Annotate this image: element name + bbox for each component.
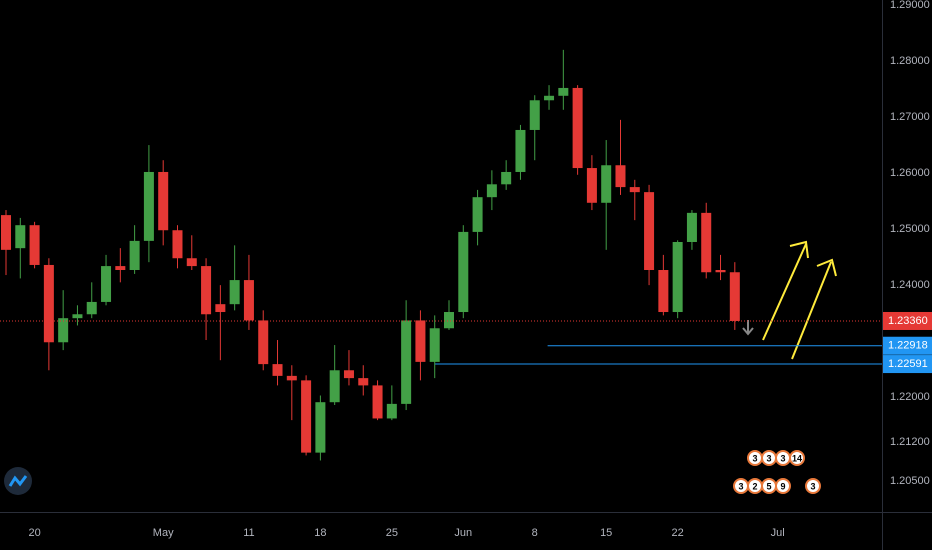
- candle-body: [515, 129, 526, 172]
- candle-body: [572, 87, 583, 169]
- candle-body: [329, 370, 340, 403]
- candle-body: [615, 165, 626, 188]
- event-badge: [775, 478, 791, 494]
- x-tick-label: 20: [28, 527, 40, 539]
- candle-body: [729, 272, 740, 321]
- candle-body: [586, 168, 597, 203]
- event-count: 3: [752, 453, 757, 463]
- x-tick-label: 8: [532, 527, 538, 539]
- candle-body: [672, 241, 683, 313]
- last-price-box: [883, 311, 932, 330]
- candle-body: [458, 231, 469, 313]
- y-tick-label: 1.21200: [890, 436, 930, 448]
- candle-body: [43, 264, 54, 343]
- event-count: 3: [780, 453, 785, 463]
- level-label: 1.22591: [888, 358, 928, 370]
- x-tick-label: 25: [386, 527, 398, 539]
- candle-body: [601, 165, 612, 203]
- candle-body: [272, 364, 283, 376]
- x-tick-label: 15: [600, 527, 612, 539]
- candle-body: [143, 171, 154, 241]
- candle-body: [629, 187, 640, 193]
- level-label-box: [883, 355, 932, 374]
- candle-body: [229, 280, 240, 305]
- level-label-box: [883, 336, 932, 355]
- candle-body: [529, 100, 540, 130]
- candle-body: [401, 320, 412, 404]
- candle-body: [58, 318, 69, 343]
- candle-body: [286, 375, 297, 381]
- candle-body: [72, 314, 83, 319]
- level-label: 1.22918: [888, 340, 928, 352]
- candle-body: [215, 304, 226, 313]
- x-tick-label: May: [153, 527, 174, 539]
- candle-body: [343, 370, 354, 379]
- candle-body: [186, 258, 197, 267]
- candle-body: [558, 87, 569, 96]
- event-count: 3: [766, 453, 771, 463]
- candle-body: [243, 280, 254, 321]
- event-count: 3: [810, 481, 815, 491]
- candle-body: [415, 320, 426, 362]
- y-tick-label: 1.26000: [890, 167, 930, 179]
- down-arrow: [742, 320, 754, 336]
- candle-body: [715, 270, 726, 273]
- candle-body: [544, 95, 555, 101]
- yellow-arrows: [762, 240, 837, 360]
- y-tick-label: 1.24000: [890, 279, 930, 291]
- candle-body: [115, 266, 126, 271]
- last-price-label: 1.23360: [888, 315, 928, 327]
- x-tick-label: 18: [314, 527, 326, 539]
- logo: [4, 467, 32, 495]
- candle-body: [158, 171, 169, 231]
- y-tick-label: 1.29000: [890, 0, 930, 11]
- candle-body: [101, 266, 112, 302]
- candle-body: [15, 225, 26, 249]
- event-badge: [805, 478, 821, 494]
- candle-body: [444, 312, 455, 329]
- x-tick-label: 11: [243, 527, 254, 539]
- candle-body: [501, 171, 512, 185]
- candle-body: [358, 378, 369, 386]
- candle-body: [201, 266, 212, 315]
- candle-body: [429, 328, 440, 362]
- candle-body: [386, 403, 397, 419]
- candle-body: [86, 301, 97, 315]
- candle-body: [658, 270, 669, 313]
- candle-body: [315, 402, 326, 453]
- candle-body: [258, 320, 269, 365]
- event-badge: [789, 450, 805, 466]
- event-count: 3: [738, 481, 743, 491]
- y-tick-label: 1.20500: [890, 475, 930, 487]
- y-tick-label: 1.27000: [890, 111, 930, 123]
- candle-body: [701, 212, 712, 273]
- candle-body: [486, 184, 497, 198]
- candle-body: [29, 225, 40, 265]
- candle-body: [301, 380, 312, 453]
- event-count: 2: [752, 481, 757, 491]
- candle-body: [644, 192, 655, 271]
- y-tick-label: 1.25000: [890, 223, 930, 235]
- event-count: 14: [792, 453, 802, 463]
- candle-body: [472, 197, 483, 232]
- x-tick-label: Jun: [454, 527, 472, 539]
- candle-body: [172, 230, 183, 259]
- y-tick-label: 1.28000: [890, 55, 930, 67]
- candle-body: [1, 215, 12, 250]
- candle-body: [372, 385, 383, 419]
- x-tick-label: Jul: [771, 527, 785, 539]
- candle-body: [686, 212, 697, 242]
- x-tick-label: 22: [672, 527, 684, 539]
- candle-body: [129, 240, 140, 271]
- event-count: 5: [766, 481, 771, 491]
- event-count: 9: [780, 481, 785, 491]
- y-tick-label: 1.22000: [890, 391, 930, 403]
